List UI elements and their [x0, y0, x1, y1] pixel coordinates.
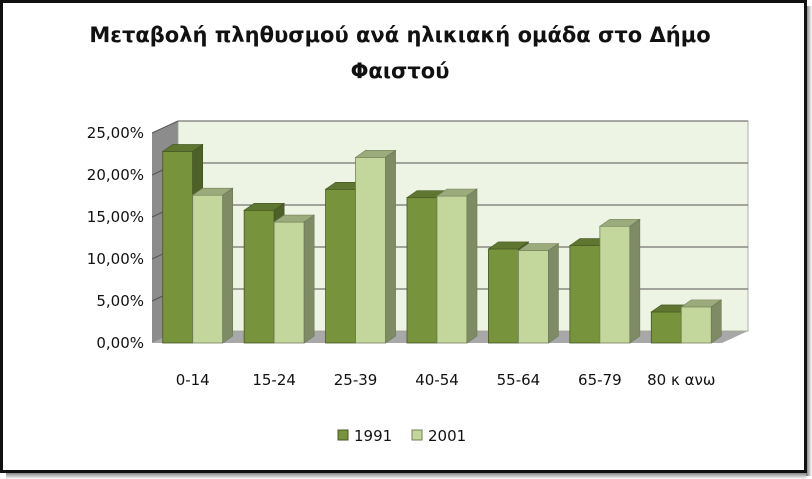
bar-front: [243, 209, 275, 344]
y-tick-label: 0,00%: [96, 334, 144, 352]
y-tick-label: 20,00%: [87, 166, 144, 184]
bar-front: [406, 197, 438, 344]
x-tick-label: 80 κ ανω: [647, 371, 715, 389]
bar-side: [385, 149, 396, 344]
frame-shadow-bottom: [6, 472, 806, 479]
bar-side: [303, 214, 315, 344]
bar-side: [710, 299, 722, 344]
y-tick-label: 25,00%: [87, 124, 144, 142]
bar: [273, 214, 316, 344]
bar: [680, 299, 723, 344]
bar: [354, 149, 397, 344]
y-tick-label: 15,00%: [87, 208, 144, 226]
bar-front: [569, 245, 601, 344]
bar-front: [599, 225, 631, 344]
bar-side: [629, 218, 641, 344]
bar: [598, 218, 641, 344]
bar: [436, 188, 478, 344]
bar-front: [325, 188, 356, 344]
y-tick-label: 10,00%: [87, 250, 144, 268]
x-tick-label: 25-39: [334, 371, 378, 389]
bar: [191, 187, 234, 344]
legend-label-2001: 2001: [428, 427, 466, 445]
bars: [161, 143, 723, 344]
x-tick-label: 65-79: [578, 371, 622, 389]
bar-side: [466, 188, 478, 344]
bar-front: [488, 248, 519, 344]
x-tick-label: 40-54: [415, 371, 459, 389]
x-axis-ticks: 0-14 15-24 25-39 40-54 55-64 65-79 80 κ ανω: [176, 371, 716, 389]
bar: [517, 243, 560, 344]
chart-title-line-2: Φαιστού: [351, 59, 450, 83]
legend: 1991 2001: [337, 427, 466, 445]
y-tick-label: 5,00%: [96, 292, 144, 310]
bar-front: [192, 194, 224, 344]
gridline-side: [151, 120, 179, 134]
bar-front: [518, 250, 549, 344]
bar-front: [680, 306, 712, 344]
chart-title-line-1: Μεταβολή πληθυσμού ανά ηλικιακή ομάδα στ…: [89, 23, 710, 47]
x-tick-label: 15-24: [252, 371, 296, 389]
bar-front: [436, 195, 468, 344]
bar-front: [650, 311, 682, 344]
frame-shadow-right: [806, 6, 812, 476]
bar-front: [273, 221, 305, 344]
x-tick-label: 0-14: [176, 371, 210, 389]
bar-side: [548, 243, 559, 344]
bar-front: [162, 151, 194, 344]
y-axis-ticks: 0,00% 5,00% 10,00% 15,00% 20,00% 25,00%: [87, 124, 144, 352]
legend-label-1991: 1991: [354, 427, 392, 445]
legend-swatch-2001: [411, 429, 423, 441]
bar-side: [222, 187, 234, 344]
bar-front: [355, 156, 386, 344]
x-tick-label: 55-64: [497, 371, 541, 389]
legend-swatch-1991: [337, 429, 349, 441]
